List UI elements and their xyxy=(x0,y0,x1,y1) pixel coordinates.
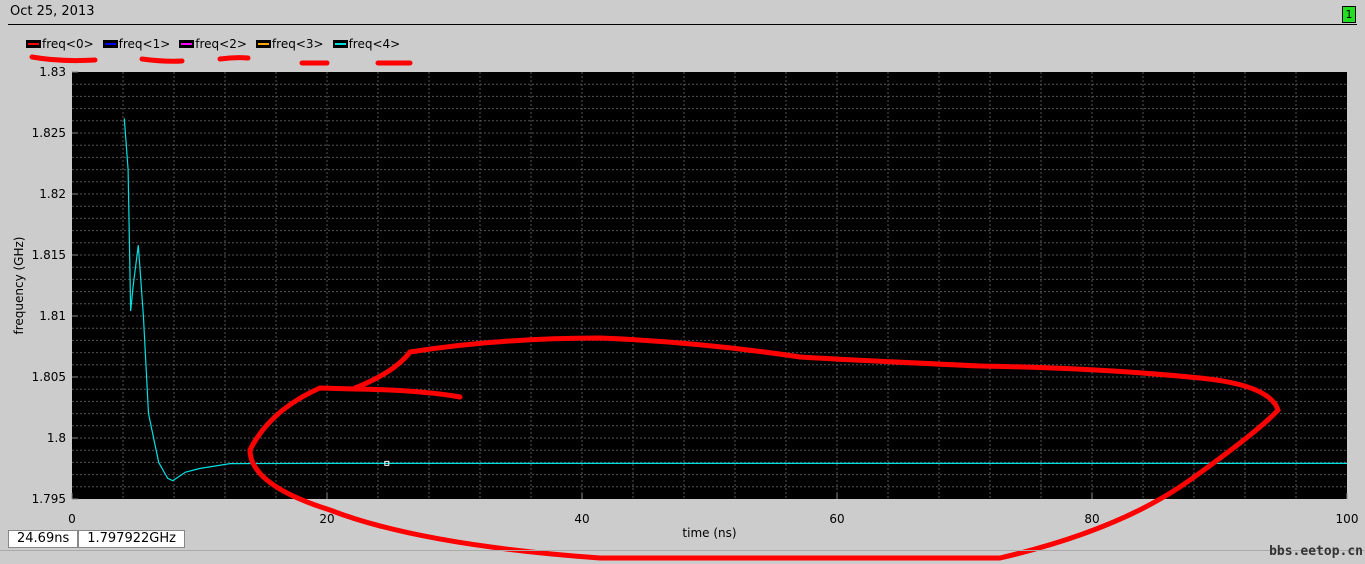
y-tick-label: 1.8 xyxy=(47,431,66,445)
command-bar[interactable] xyxy=(0,550,1365,564)
legend-item[interactable]: freq<3> xyxy=(255,37,324,51)
y-tick-label: 1.83 xyxy=(39,65,66,79)
plot-date: Oct 25, 2013 xyxy=(10,4,95,19)
red-annotation-stroke xyxy=(29,54,98,64)
plot-area xyxy=(72,72,1347,499)
x-axis-label: time (ns) xyxy=(682,526,736,540)
legend-swatch xyxy=(179,40,195,48)
x-tick-label: 60 xyxy=(829,512,844,526)
watermark: bbs.eetop.cn xyxy=(1269,544,1363,559)
legend-swatch xyxy=(332,40,348,48)
x-tick-label: 40 xyxy=(574,512,589,526)
red-annotation-stroke xyxy=(217,55,251,62)
legend-label: freq<2> xyxy=(195,37,247,51)
y-axis-label: frequency (GHz) xyxy=(12,237,26,335)
cursor-marker xyxy=(384,460,390,466)
cursor-y-value: 1.797922GHz xyxy=(78,530,185,548)
y-tick-label: 1.82 xyxy=(39,187,66,201)
x-tick-label: 80 xyxy=(1084,512,1099,526)
x-tick-label: 20 xyxy=(319,512,334,526)
y-tick-label: 1.825 xyxy=(32,126,66,140)
y-tick-label: 1.81 xyxy=(39,309,66,323)
y-tick-label: 1.795 xyxy=(32,492,66,506)
legend-label: freq<1> xyxy=(118,37,171,51)
cursor-x-value: 24.69ns xyxy=(8,530,79,548)
red-annotation-stroke xyxy=(139,56,185,64)
x-tick-label: 0 xyxy=(68,512,76,526)
legend-label: freq<0> xyxy=(42,37,94,51)
y-tick-label: 1.805 xyxy=(32,370,66,384)
cursor-readout: 24.69ns 1.797922GHz xyxy=(8,530,185,548)
legend-item[interactable]: freq<1> xyxy=(102,37,171,51)
page-indicator[interactable]: 1 xyxy=(1342,6,1356,23)
legend-swatch xyxy=(102,40,118,48)
header-divider xyxy=(8,24,1357,25)
y-tick-label: 1.815 xyxy=(32,248,66,262)
legend-item[interactable]: freq<4> xyxy=(332,37,401,51)
x-tick-label: 100 xyxy=(1336,512,1359,526)
red-annotation-stroke xyxy=(247,335,1281,561)
legend-item[interactable]: freq<2> xyxy=(179,37,247,51)
legend-swatch xyxy=(26,40,41,48)
legend-swatch xyxy=(255,40,271,48)
legend-label: freq<4> xyxy=(348,37,401,51)
legend-label: freq<3> xyxy=(271,37,324,51)
legend: freq<0> freq<1> freq<2> freq<3> freq<4> xyxy=(26,37,400,51)
series-line-4 xyxy=(123,118,1347,482)
legend-item[interactable]: freq<0> xyxy=(26,37,94,51)
